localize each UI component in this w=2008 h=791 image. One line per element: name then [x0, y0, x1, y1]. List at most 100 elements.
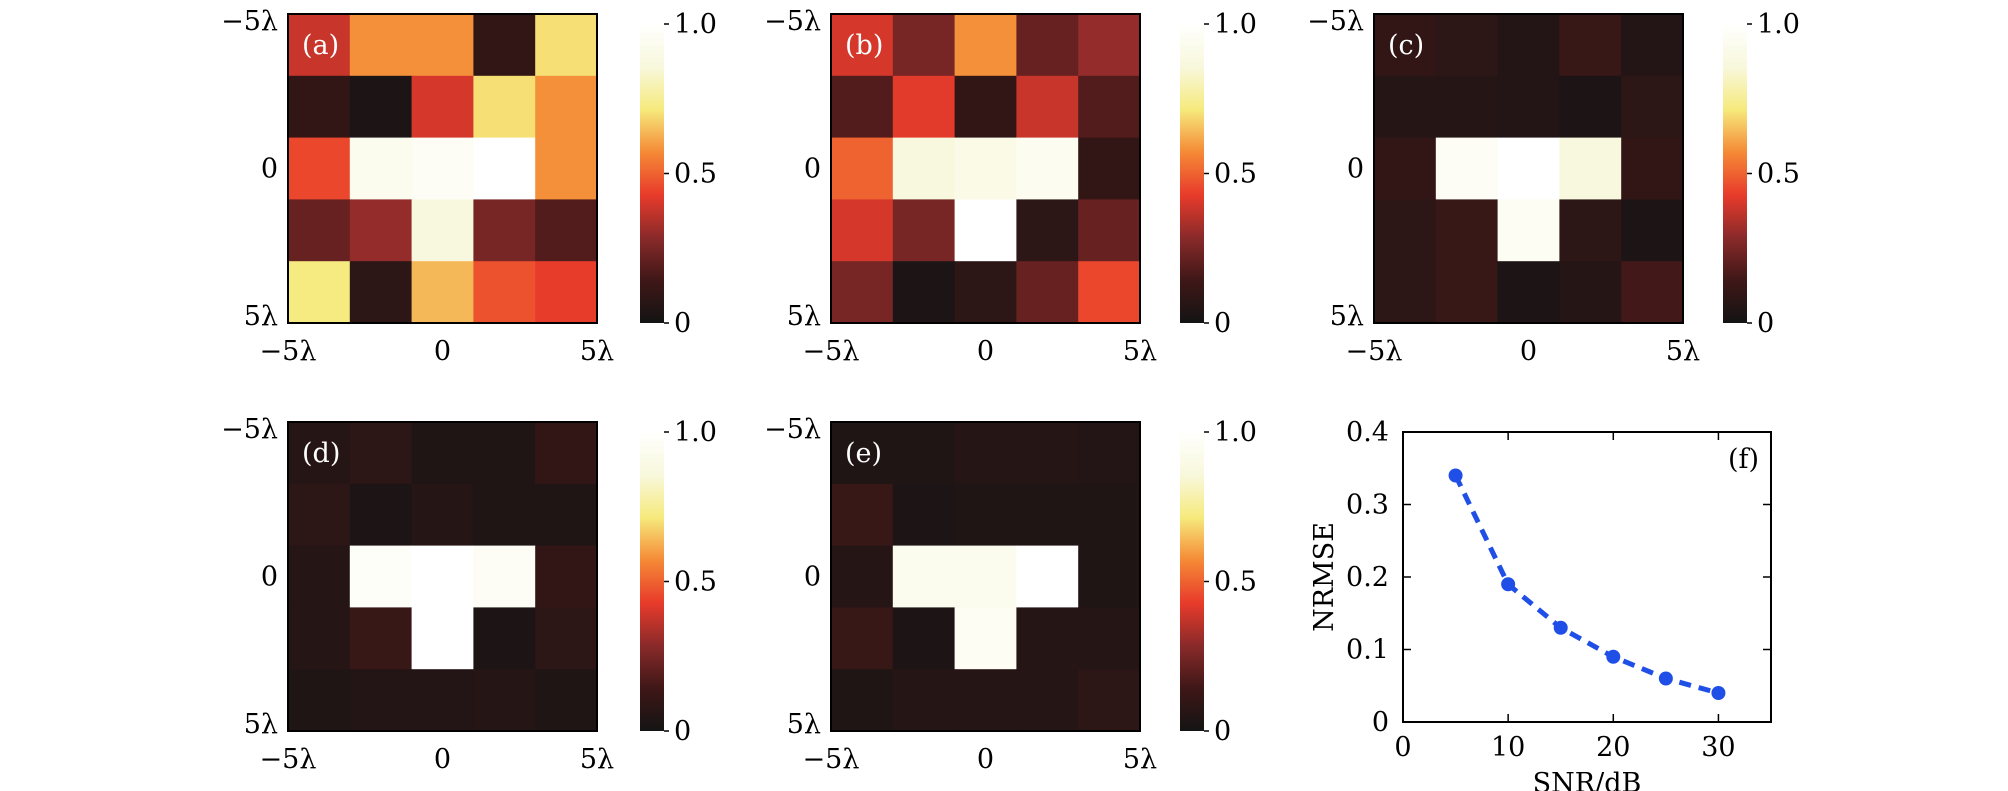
panel-label: (c)	[1388, 30, 1424, 61]
heatmap-cell	[1559, 14, 1622, 77]
heatmap-cell	[473, 14, 536, 77]
heatmap-panel-b: (b) −5λ 0 5λ −5λ 0 5λ 1.0 0.5 0	[764, 6, 1257, 367]
heatmap-cell	[1078, 199, 1141, 262]
y-tick-label: −5λ	[764, 414, 821, 445]
heatmap-cell	[954, 669, 1017, 732]
y-tick-label: 5λ	[787, 301, 821, 332]
heatmap-cell	[831, 261, 894, 324]
heatmap-cell	[1078, 483, 1141, 547]
x-tick-label: 5λ	[1666, 336, 1700, 367]
heatmap-cell	[411, 137, 474, 200]
x-axis-title: SNR/dB	[1533, 768, 1642, 791]
heatmap-cell	[535, 199, 598, 262]
heatmap-cell	[1497, 199, 1560, 262]
colorbar-tick-label: 0	[1214, 308, 1231, 339]
heatmap-cell	[473, 669, 536, 732]
colorbar-tick-label: 0	[674, 716, 691, 747]
x-tick-label: −5λ	[1346, 336, 1403, 367]
heatmap-cell	[349, 199, 413, 262]
heatmap-cell	[288, 607, 351, 670]
heatmap-cell	[349, 137, 413, 200]
heatmap-cell	[1078, 422, 1141, 485]
x-tick-label: 0	[977, 336, 994, 367]
heatmap-cell	[535, 137, 598, 200]
x-tick-label: −5λ	[260, 336, 317, 367]
heatmap-cell	[1559, 199, 1622, 262]
y-tick-label: 5λ	[244, 709, 278, 740]
heatmap-cell	[411, 545, 474, 608]
heatmap-cell	[288, 422, 351, 485]
x-tick-label: 10	[1491, 732, 1525, 763]
heatmap-cell	[1374, 199, 1437, 262]
colorbar	[640, 24, 664, 323]
heatmap-cell	[831, 422, 894, 485]
heatmap-cell	[1016, 669, 1079, 732]
heatmap-cell	[1016, 137, 1079, 200]
heatmap-cell	[1016, 75, 1079, 139]
y-tick-label: 0	[1347, 154, 1364, 185]
x-tick-label: 20	[1596, 732, 1630, 763]
heatmap-cell	[288, 483, 351, 547]
y-tick-label: 0.2	[1346, 562, 1389, 593]
y-tick-label: 0	[261, 154, 278, 185]
colorbar-tick-label: 1.0	[1214, 9, 1257, 40]
heatmap-cell	[1621, 75, 1684, 139]
heatmap-panel-e: (e) −5λ 0 5λ −5λ 0 5λ 1.0 0.5 0	[764, 414, 1257, 775]
heatmap-cell	[1621, 14, 1684, 77]
heatmap-cell	[535, 545, 598, 608]
heatmap-cell	[411, 199, 474, 262]
heatmap-cell	[1078, 14, 1141, 77]
y-tick-label: 5λ	[787, 709, 821, 740]
heatmap-cell	[411, 75, 474, 139]
heatmap-cell	[954, 199, 1017, 262]
heatmap-cell	[954, 607, 1017, 670]
heatmap-cell	[411, 422, 474, 485]
colorbar-tick-label: 1.0	[674, 9, 717, 40]
heatmap-cell	[892, 137, 956, 200]
data-point	[1658, 671, 1673, 686]
y-tick-label: 0.1	[1346, 635, 1389, 666]
heatmap-cell	[535, 261, 598, 324]
heatmap-cell	[473, 137, 536, 200]
heatmap-cell	[892, 545, 956, 608]
heatmap-cell	[349, 14, 413, 77]
x-tick-label: 5λ	[1123, 336, 1157, 367]
heatmap-cell	[892, 422, 956, 485]
y-tick-label: 0.3	[1346, 490, 1389, 521]
heatmap-cell	[411, 261, 474, 324]
x-tick-label: 0	[977, 744, 994, 775]
heatmap-cell	[473, 75, 536, 139]
heatmap-cell	[1374, 75, 1437, 139]
heatmap-cell	[288, 75, 351, 139]
heatmap-cell	[473, 199, 536, 262]
heatmap-cell	[349, 607, 413, 670]
plot-frame	[830, 421, 1141, 732]
y-tick-label: −5λ	[1307, 6, 1364, 37]
heatmap-cell	[892, 199, 956, 262]
x-tick-label: −5λ	[803, 336, 860, 367]
heatmap-cell	[1078, 545, 1141, 608]
heatmap-cell	[1016, 261, 1079, 324]
plot-frame	[287, 421, 598, 732]
heatmap-cell	[1016, 199, 1079, 262]
colorbar-tick-label: 1.0	[1214, 417, 1257, 448]
y-tick-label: −5λ	[221, 414, 278, 445]
heatmap-cell	[1435, 137, 1499, 200]
heatmap-cell	[535, 483, 598, 547]
heatmap-cell	[892, 261, 956, 324]
heatmap-cell	[1621, 261, 1684, 324]
heatmap-panel-c: (c) −5λ 0 5λ −5λ 0 5λ 1.0 0.5 0	[1307, 6, 1800, 367]
heatmap-cell	[954, 137, 1017, 200]
heatmap-cell	[892, 607, 956, 670]
y-axis-title: NRMSE	[1309, 522, 1340, 632]
heatmap-cell	[954, 75, 1017, 139]
heatmap-cell	[535, 422, 598, 485]
colorbar-tick-label: 0.5	[1214, 567, 1257, 598]
x-tick-label: 0	[434, 336, 451, 367]
heatmap-cell	[1078, 137, 1141, 200]
heatmap-cell	[1559, 75, 1622, 139]
colorbar-tick-label: 0.5	[1757, 159, 1800, 190]
heatmap-cell	[1559, 261, 1622, 324]
heatmap-cell	[954, 483, 1017, 547]
heatmap-cell	[1559, 137, 1622, 200]
